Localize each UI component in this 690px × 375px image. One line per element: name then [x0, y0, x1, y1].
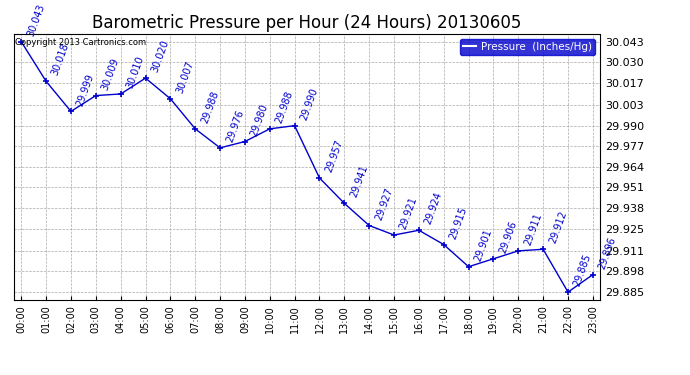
Text: 29.980: 29.980 — [249, 102, 270, 137]
Text: 29.990: 29.990 — [299, 86, 319, 122]
Text: 29.921: 29.921 — [398, 196, 420, 231]
Text: 30.018: 30.018 — [50, 42, 71, 77]
Text: 30.010: 30.010 — [125, 55, 146, 90]
Text: 29.911: 29.911 — [522, 211, 544, 247]
Text: 29.976: 29.976 — [224, 108, 245, 144]
Text: 29.988: 29.988 — [199, 90, 220, 124]
Text: 29.941: 29.941 — [348, 164, 369, 199]
Text: 29.924: 29.924 — [423, 191, 444, 226]
Text: 29.957: 29.957 — [324, 138, 345, 174]
Legend: Pressure  (Inches/Hg): Pressure (Inches/Hg) — [460, 39, 595, 55]
Text: 29.885: 29.885 — [572, 253, 593, 288]
Text: 29.927: 29.927 — [373, 186, 395, 221]
Text: 29.912: 29.912 — [547, 210, 569, 245]
Text: 29.915: 29.915 — [448, 205, 469, 240]
Text: 30.043: 30.043 — [26, 3, 46, 38]
Text: 30.009: 30.009 — [100, 56, 121, 92]
Text: 29.906: 29.906 — [497, 219, 519, 255]
Text: Copyright 2013 Cartronics.com: Copyright 2013 Cartronics.com — [15, 38, 146, 47]
Title: Barometric Pressure per Hour (24 Hours) 20130605: Barometric Pressure per Hour (24 Hours) … — [92, 14, 522, 32]
Text: 30.020: 30.020 — [150, 39, 170, 74]
Text: 30.007: 30.007 — [175, 59, 195, 94]
Text: 29.999: 29.999 — [75, 72, 96, 107]
Text: 29.901: 29.901 — [473, 227, 493, 262]
Text: 29.988: 29.988 — [274, 90, 295, 124]
Text: 29.896: 29.896 — [597, 236, 618, 270]
